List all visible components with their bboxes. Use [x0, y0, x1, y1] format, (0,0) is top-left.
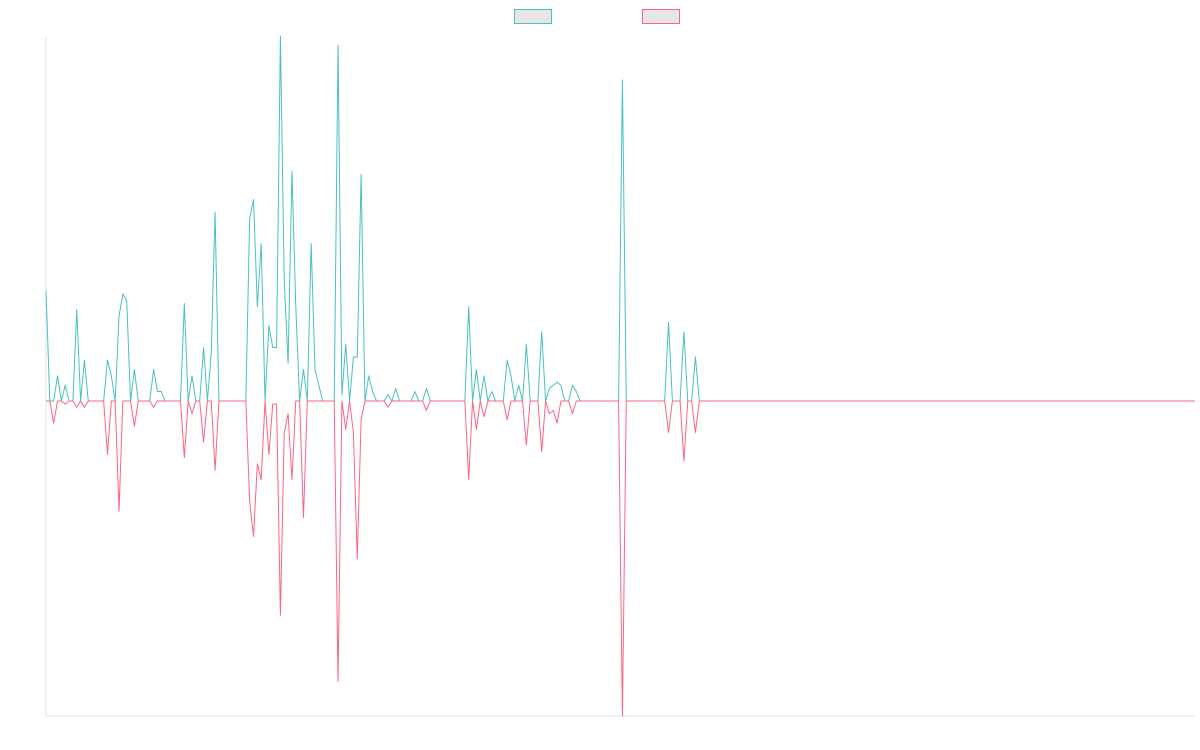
legend-item-series-b[interactable] [642, 9, 686, 24]
legend-item-series-a[interactable] [514, 9, 558, 24]
legend-swatch-series-a [514, 9, 552, 24]
series-line-a[interactable] [45, 35, 1195, 402]
series-line-b[interactable] [46, 400, 1195, 717]
legend-swatch-series-b [642, 9, 680, 24]
chart-legend [0, 9, 1200, 24]
